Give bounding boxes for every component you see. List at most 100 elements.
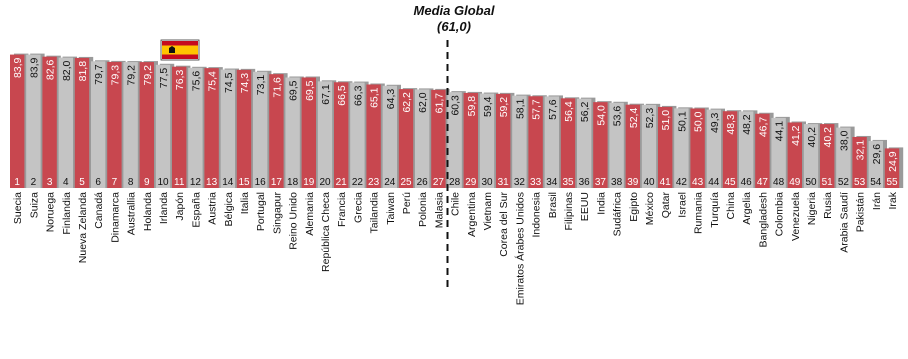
category-label: Brasil — [547, 192, 559, 218]
rank-label: 3 — [47, 177, 53, 188]
value-label: 66,5 — [336, 85, 348, 106]
category-label: Holanda — [142, 192, 154, 231]
category-label: México — [644, 192, 656, 225]
reference-line-title: Media Global (61,0) — [398, 3, 510, 35]
flag-stripe-bottom — [162, 54, 198, 59]
rank-label: 35 — [562, 177, 574, 188]
bar — [868, 140, 883, 188]
bar — [577, 98, 592, 188]
category-label: España — [190, 192, 202, 228]
value-label: 64,3 — [385, 89, 397, 110]
bar — [415, 89, 430, 188]
rank-label: 23 — [368, 177, 380, 188]
rank-label: 11 — [174, 177, 185, 188]
category-label: Vietnam — [482, 192, 494, 231]
category-label: Colombia — [774, 192, 786, 237]
rank-label: 43 — [692, 177, 704, 188]
bar — [722, 111, 738, 188]
category-label: Venezuela — [790, 192, 802, 241]
rank-label: 1 — [14, 177, 20, 188]
category-label: China — [725, 192, 737, 220]
category-label: Tailandia — [369, 192, 381, 234]
value-label: 60,3 — [450, 95, 462, 116]
category-label: Suiza — [28, 192, 40, 218]
bar — [836, 127, 851, 188]
category-label: Argelia — [741, 192, 753, 225]
rank-label: 14 — [222, 177, 234, 188]
value-label: 65,1 — [369, 87, 381, 108]
value-label: 74,5 — [223, 72, 235, 93]
bar — [26, 54, 41, 188]
value-label: 41,2 — [790, 125, 802, 146]
value-label: 82,0 — [61, 60, 73, 81]
category-label: Argentina — [466, 192, 478, 237]
category-label: Austria — [207, 192, 219, 225]
category-label: Alemania — [304, 192, 316, 236]
value-label: 66,3 — [352, 85, 364, 106]
rank-label: 37 — [595, 177, 607, 188]
rank-label: 28 — [449, 177, 461, 188]
spain-flag-icon — [160, 39, 200, 61]
bar — [107, 61, 122, 189]
value-label: 75,6 — [190, 71, 202, 92]
value-label: 48,3 — [725, 114, 737, 135]
rank-label: 5 — [79, 177, 85, 188]
labels: 83,9 1 Suecia 83,9 2 Suiza 82,6 3 Noruega 82,0 4 Fi… — [12, 57, 899, 305]
value-label: 79,3 — [109, 65, 121, 86]
rank-label: 55 — [886, 177, 898, 188]
value-label: 83,9 — [28, 57, 40, 78]
bar — [204, 68, 219, 188]
rank-label: 7 — [112, 177, 118, 188]
value-label: 69,5 — [288, 80, 300, 101]
value-label: 57,7 — [531, 99, 543, 120]
value-label: 59,4 — [482, 96, 494, 117]
category-label: Australlia — [126, 192, 138, 235]
value-label: 79,2 — [142, 65, 154, 86]
rank-label: 21 — [336, 177, 348, 188]
category-label: Turquía — [709, 192, 721, 228]
value-label: 49,3 — [709, 112, 721, 133]
category-label: Egipto — [628, 192, 640, 222]
rank-label: 30 — [481, 177, 493, 188]
category-label: Irak — [887, 191, 899, 209]
category-label: Reino Unido — [288, 192, 300, 250]
bar — [447, 92, 462, 188]
rank-label: 13 — [206, 177, 218, 188]
bar — [285, 77, 300, 188]
bar — [658, 106, 673, 188]
rank-label: 16 — [255, 177, 267, 188]
bar — [58, 57, 73, 189]
category-label: República Checa — [320, 192, 332, 272]
value-label: 57,6 — [547, 99, 559, 120]
rank-label: 34 — [546, 177, 558, 188]
bar — [852, 136, 867, 188]
rank-label: 24 — [384, 177, 396, 188]
bar — [479, 93, 495, 188]
value-label: 73,1 — [255, 75, 267, 96]
value-label: 74,3 — [239, 73, 251, 94]
rank-label: 41 — [660, 177, 672, 188]
rank-label: 25 — [400, 177, 412, 188]
value-label: 67,1 — [320, 84, 332, 105]
reference-line-label: Media Global — [413, 3, 495, 18]
rank-label: 6 — [95, 177, 101, 188]
bar — [10, 54, 25, 188]
bar — [91, 61, 106, 188]
rank-label: 54 — [870, 177, 882, 188]
category-label: Grecia — [352, 192, 364, 223]
value-label: 24,9 — [887, 151, 899, 172]
bar — [431, 89, 446, 188]
category-label: Sudáfrica — [612, 192, 624, 237]
category-label: Polonia — [417, 192, 429, 227]
value-label: 56,2 — [579, 101, 591, 122]
value-label: 58,1 — [514, 98, 526, 119]
rank-label: 20 — [319, 177, 331, 188]
bar — [398, 89, 414, 188]
category-label: Nueva Zelanda — [77, 192, 89, 263]
rank-label: 2 — [31, 177, 37, 188]
category-label: Bélgica — [223, 192, 235, 227]
rank-label: 8 — [128, 177, 134, 188]
category-label: Taiwan — [385, 192, 397, 225]
bar — [269, 74, 284, 188]
